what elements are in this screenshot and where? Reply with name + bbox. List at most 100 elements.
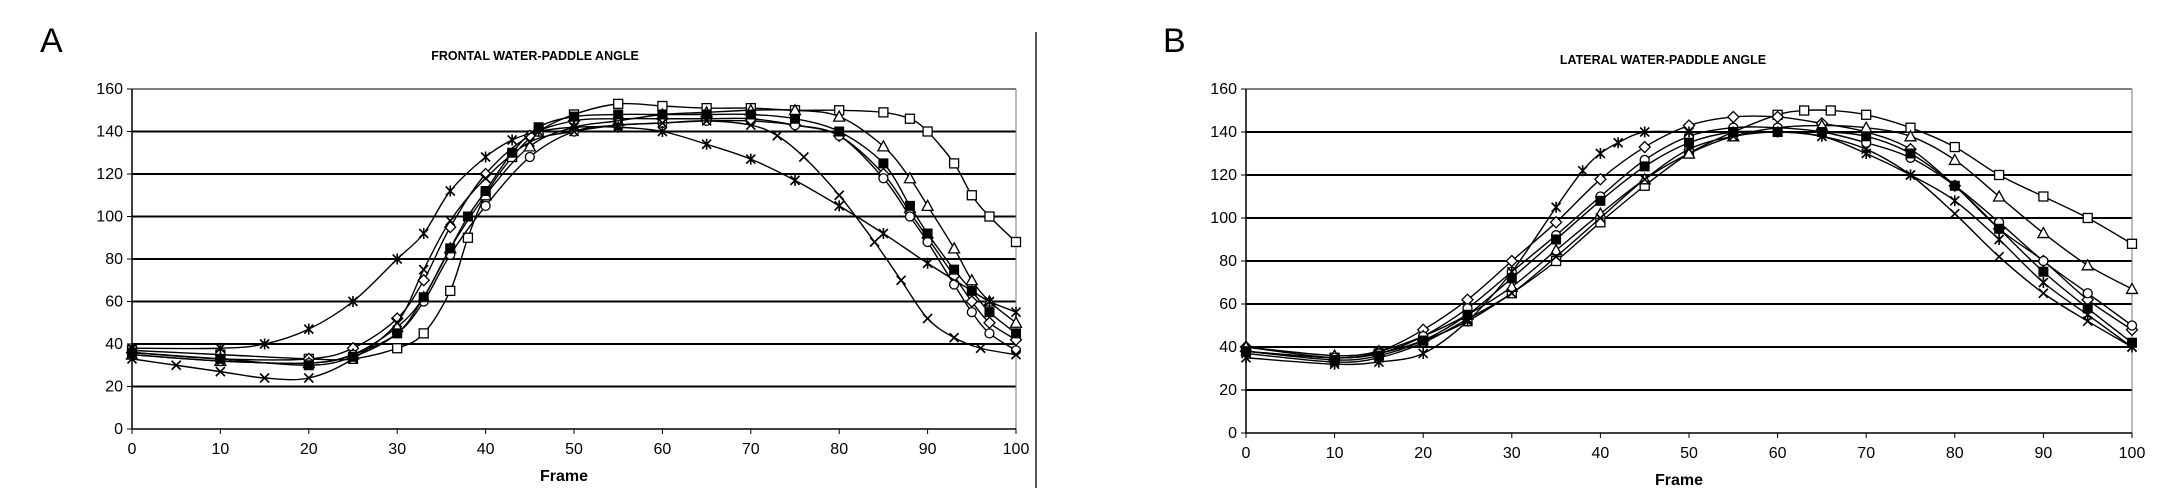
series-line: [131, 119, 1017, 365]
star-marker: [613, 121, 624, 133]
x-marker: [480, 173, 491, 184]
diamond-marker: [1549, 215, 1563, 229]
x-marker: [171, 360, 182, 371]
star-marker: [1994, 234, 2005, 245]
x-marker: [772, 130, 783, 141]
x-marker: [1949, 208, 1960, 219]
x-marker: [798, 151, 809, 163]
filled-square-marker: [984, 307, 995, 318]
filled-square-marker: [1011, 328, 1021, 339]
star-marker: [568, 121, 580, 133]
filled-square-marker: [1639, 161, 1650, 172]
x-marker: [896, 275, 907, 286]
y-tick-label: 140: [96, 124, 123, 141]
y-tick-label: 140: [1210, 124, 1237, 141]
diamond-marker: [1638, 140, 1652, 154]
filled-square-marker: [533, 122, 544, 133]
star-marker: [701, 138, 712, 150]
y-tick-label: 40: [105, 336, 123, 353]
x-tick-label: 70: [1857, 445, 1875, 462]
y-tick-label: 60: [105, 294, 123, 311]
x-marker: [975, 343, 986, 354]
x-marker: [834, 190, 845, 201]
filled-square-marker: [2082, 303, 2093, 314]
diamond-marker: [1726, 110, 1740, 124]
square-marker: [1799, 105, 1810, 116]
x-tick-label: 50: [1680, 445, 1698, 462]
triangle-marker: [1948, 153, 1962, 166]
x-marker: [1551, 251, 1562, 262]
panel-b: B LATERAL WATER-PADDLE ANGLE 0 20 40 60 80 100…: [1115, 0, 2183, 504]
x-marker: [215, 366, 226, 377]
y-tick-label: 60: [1219, 296, 1237, 313]
x-tick-label: 80: [1946, 445, 1964, 462]
filled-square-marker: [1595, 195, 1606, 206]
star-marker: [507, 134, 518, 146]
filled-square-marker: [1994, 223, 2005, 234]
square-marker: [418, 328, 429, 339]
y-tick-label: 100: [1210, 210, 1237, 227]
filled-square-marker: [790, 113, 800, 124]
x-marker: [1639, 174, 1650, 185]
panel-letter: A: [40, 22, 63, 60]
filled-square-marker: [445, 243, 456, 254]
star-marker: [259, 338, 270, 350]
filled-square-marker: [127, 347, 137, 358]
x-marker: [259, 372, 270, 384]
filled-square-marker: [1861, 131, 1872, 142]
square-marker: [462, 232, 474, 243]
filled-square-marker: [904, 200, 915, 211]
filled-square-marker: [303, 360, 314, 371]
star-marker: [834, 200, 845, 212]
lateral-angle-chart: LATERAL WATER-PADDLE ANGLE02040608010012…: [1210, 53, 2145, 489]
circle-marker: [2126, 320, 2138, 331]
filled-square-marker: [569, 111, 579, 122]
square-marker: [2082, 212, 2093, 224]
filled-square-marker: [1373, 350, 1384, 361]
circle-marker: [878, 173, 889, 184]
triangle-marker: [1549, 243, 1563, 256]
y-tick-label: 80: [1219, 253, 1237, 270]
triangle-marker: [947, 241, 961, 254]
triangle-marker: [1903, 129, 1918, 142]
y-tick-label: 0: [1228, 425, 1237, 442]
series-circle: [126, 115, 1022, 369]
x-tick-label: 20: [1414, 445, 1432, 462]
series-line: [131, 108, 1017, 365]
series-line: [1245, 130, 2133, 366]
star-marker: [303, 323, 314, 335]
x-marker: [1994, 251, 2005, 262]
series-line: [1245, 131, 2133, 363]
triangle-marker: [1505, 279, 1519, 292]
square-marker: [445, 285, 456, 297]
y-tick-label: 40: [1219, 339, 1237, 356]
filled-square-marker: [507, 147, 518, 158]
circle-marker: [904, 211, 916, 222]
filled-square-marker: [480, 186, 491, 196]
filled-square-marker: [1949, 180, 1960, 191]
x-tick-label: 30: [388, 441, 406, 458]
x-marker: [922, 313, 933, 324]
triangle-marker: [2036, 226, 2050, 239]
filled-square-marker: [1462, 309, 1473, 320]
square-marker: [1595, 217, 1606, 228]
filled-square-marker: [1816, 127, 1827, 137]
circle-marker: [984, 328, 995, 339]
star-marker: [1595, 148, 1606, 159]
square-marker: [948, 158, 960, 169]
filled-square-marker: [922, 228, 933, 239]
x-axis-label: Frame: [1655, 472, 1703, 489]
filled-square-marker: [834, 126, 845, 137]
circle-marker: [480, 200, 491, 212]
filled-square-marker: [613, 109, 624, 120]
star-marker: [1010, 306, 1022, 318]
x-marker: [949, 332, 960, 343]
series-triangle: [1239, 118, 2139, 361]
x-tick-label: 70: [742, 441, 760, 458]
circle-marker: [966, 306, 977, 318]
x-marker: [2038, 288, 2049, 299]
filled-square-marker: [418, 292, 429, 303]
x-marker: [657, 117, 668, 129]
star-marker: [1577, 165, 1588, 177]
x-marker: [869, 236, 880, 248]
